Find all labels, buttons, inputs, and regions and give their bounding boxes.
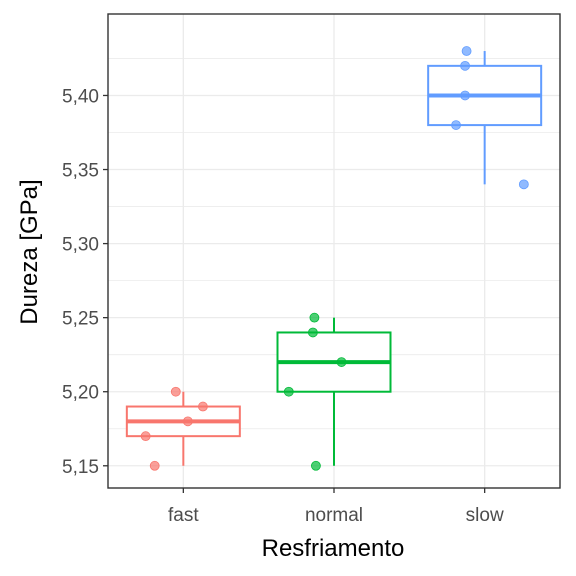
data-point	[309, 312, 320, 323]
box-group-fast	[125, 386, 241, 471]
data-point	[198, 401, 208, 412]
y-tick-label: 5,20	[62, 383, 99, 404]
data-point	[461, 46, 472, 56]
y-tick-label: 5,25	[62, 309, 99, 330]
plot-panel	[107, 13, 561, 489]
x-axis-title: Resfriamento	[262, 535, 405, 562]
y-tick-label: 5,40	[62, 86, 99, 107]
data-point	[283, 386, 294, 397]
y-axis-title: Dureza [GPa]	[16, 179, 43, 324]
x-tick-label: slow	[466, 505, 504, 526]
data-point	[311, 460, 321, 471]
box-group-normal	[276, 312, 392, 471]
y-axis: 5,15 5,20 5,25 5,30 5,35 5,40	[62, 86, 108, 478]
y-tick-label: 5,35	[62, 161, 99, 182]
data-point	[518, 179, 529, 190]
x-tick-label: normal	[305, 505, 363, 526]
box-group-slow	[427, 46, 543, 190]
data-point	[460, 90, 470, 101]
data-point	[336, 357, 347, 367]
data-point	[149, 460, 160, 471]
data-point	[170, 386, 181, 397]
x-axis: fast normal slow	[168, 488, 504, 526]
data-point	[460, 60, 470, 71]
data-point	[451, 120, 461, 130]
data-point	[182, 416, 193, 427]
y-tick-label: 5,30	[62, 235, 99, 256]
y-tick-label: 5,15	[62, 457, 99, 478]
x-tick-label: fast	[168, 505, 199, 526]
data-point	[140, 431, 151, 442]
data-point	[308, 327, 318, 338]
